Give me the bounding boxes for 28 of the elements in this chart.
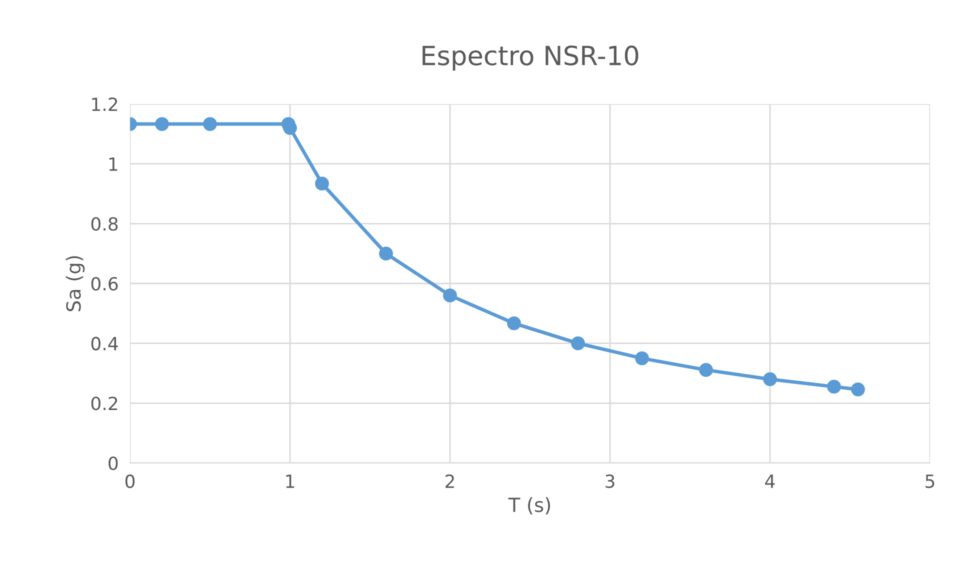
point [763, 372, 777, 386]
y-tick-label: 1.2 [92, 97, 118, 111]
y-tick-label: 0.4 [91, 336, 118, 350]
point [379, 246, 393, 261]
point [507, 316, 521, 330]
x-tick-label: 1 [286, 474, 294, 488]
chart-title: Espectro NSR-10 [422, 46, 638, 71]
point [827, 380, 841, 394]
point [635, 351, 649, 366]
y-tick-label: 0.2 [91, 396, 118, 410]
x-tick-label: 3 [606, 474, 614, 488]
point [315, 176, 329, 191]
x-tick-label: 5 [926, 474, 934, 488]
y-tick-label: 0.8 [91, 217, 118, 231]
y-tick-label: 0.6 [91, 276, 118, 291]
x-axis-title: T (s) [508, 497, 550, 514]
point [443, 288, 457, 302]
y-tick-label: 1 [109, 158, 118, 171]
x-tick-label: 0 [125, 474, 135, 488]
point [851, 382, 865, 396]
point [571, 336, 585, 350]
point [155, 117, 169, 131]
x-tick-label: 4 [765, 474, 775, 488]
x-tick-label: 2 [446, 474, 454, 488]
y-tick-label: 0 [108, 456, 118, 470]
point [203, 117, 217, 131]
point [699, 363, 713, 377]
y-axis-title: Sa (g) [66, 256, 85, 312]
